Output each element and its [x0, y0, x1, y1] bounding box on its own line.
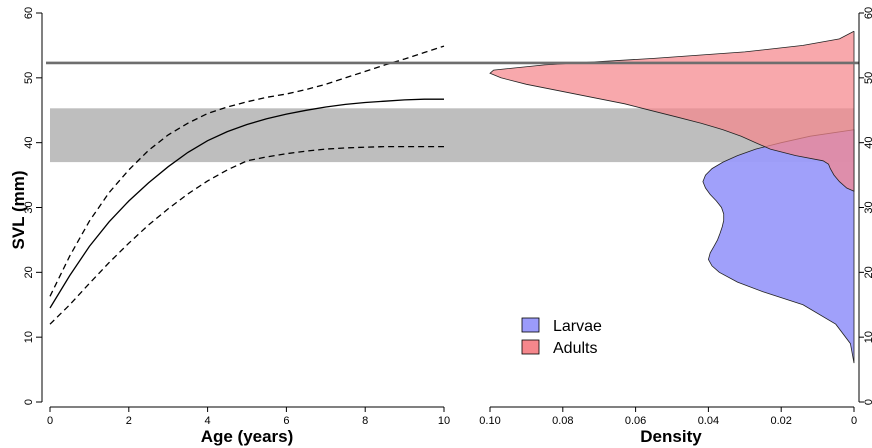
y-tick-label: 50 [23, 72, 35, 84]
right-axis-tick-label: 0 [863, 399, 872, 405]
legend: Larvae Adults [521, 317, 602, 357]
legend-swatch-adults [521, 339, 540, 355]
legend-label-adults: Adults [553, 340, 597, 357]
x-tick-label-density: 0 [851, 415, 857, 427]
x-tick-label-age: 6 [283, 415, 289, 427]
y-tick-label: 10 [23, 331, 35, 343]
x-axis-title-density: Density [640, 427, 702, 446]
right-axis-tick-label: 50 [863, 72, 872, 84]
legend-swatch-larvae [521, 317, 540, 333]
right-axis-tick-label: 20 [863, 266, 872, 278]
right-axis-tick-label: 30 [863, 201, 872, 213]
y-tick-label: 30 [23, 201, 35, 213]
axes-layer [36, 12, 864, 412]
density-area-adults [489, 30, 855, 192]
tick-labels-layer: 0 10 20 30 40 50 60 0 10 20 30 40 50 60 0 2 4 6 8 10 0.10 0.0… [23, 7, 872, 427]
y-axis-title: SVL (mm) [9, 170, 28, 249]
y-tick-label: 0 [23, 399, 35, 405]
right-axis-tick-label: 60 [863, 7, 872, 19]
growth-lines-layer [49, 45, 445, 325]
x-tick-label-age: 4 [205, 415, 211, 427]
y-tick-label: 20 [23, 266, 35, 278]
x-tick-label-age: 8 [362, 415, 368, 427]
y-tick-label: 60 [23, 7, 35, 19]
y-tick-label: 40 [23, 137, 35, 149]
x-tick-label-density: 0.08 [552, 415, 573, 427]
growth-curve-lower [49, 145, 444, 325]
x-tick-label-age: 10 [438, 415, 450, 427]
right-axis-tick-label: 40 [863, 137, 872, 149]
density-area-larvae [702, 129, 855, 364]
x-tick-label-density: 0.10 [479, 415, 500, 427]
x-tick-label-age: 0 [47, 415, 53, 427]
right-axis-tick-label: 10 [863, 331, 872, 343]
x-axis-title-age: Age (years) [201, 427, 294, 446]
x-tick-label-age: 2 [126, 415, 132, 427]
density-layer [489, 30, 855, 364]
x-tick-label-density: 0.06 [625, 415, 646, 427]
x-tick-label-density: 0.04 [698, 415, 719, 427]
x-tick-label-density: 0.02 [770, 415, 791, 427]
legend-label-larvae: Larvae [553, 318, 602, 335]
growth-curve-mean [49, 98, 444, 309]
growth-curve-upper [49, 45, 445, 297]
